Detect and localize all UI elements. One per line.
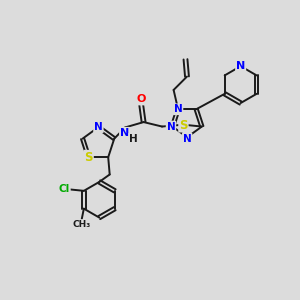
Text: H: H <box>129 134 138 144</box>
Text: Cl: Cl <box>58 184 70 194</box>
Text: N: N <box>120 128 129 138</box>
Text: CH₃: CH₃ <box>72 220 91 229</box>
Text: S: S <box>84 151 93 164</box>
Text: O: O <box>136 94 146 104</box>
Text: N: N <box>167 122 175 131</box>
Text: N: N <box>183 134 191 144</box>
Text: N: N <box>236 61 245 71</box>
Text: N: N <box>174 104 182 114</box>
Text: N: N <box>94 122 103 132</box>
Text: S: S <box>179 118 188 132</box>
